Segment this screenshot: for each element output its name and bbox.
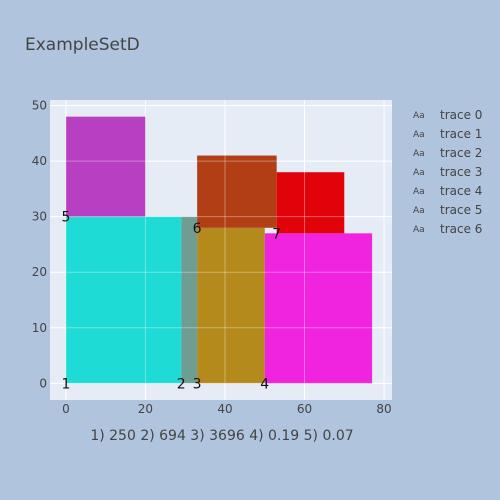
legend-symbol: Aa — [413, 111, 425, 121]
point-label: 1 — [61, 376, 70, 392]
bar-trace-5[interactable] — [197, 155, 277, 228]
x-tick-label: 20 — [138, 402, 153, 416]
legend-symbol: Aa — [413, 225, 425, 235]
legend-item[interactable]: Aa trace 0 — [413, 108, 482, 122]
legend-symbol: Aa — [413, 187, 425, 197]
x-tick-label: 60 — [297, 402, 312, 416]
point-label: 5 — [61, 210, 70, 226]
legend-item[interactable]: Aa trace 6 — [413, 222, 482, 236]
legend-symbol: Aa — [413, 206, 425, 216]
x-tick-label: 0 — [62, 402, 70, 416]
legend-label: trace 0 — [440, 108, 482, 122]
point-labels: 1 2 3 456 7 — [61, 210, 281, 393]
legend-symbol: Aa — [413, 149, 425, 159]
legend-symbol: Aa — [413, 130, 425, 140]
point-label: 2 — [177, 376, 186, 392]
legend-item[interactable]: Aa trace 1 — [413, 127, 482, 141]
legend-symbol: Aa — [413, 168, 425, 178]
legend-label: trace 1 — [440, 127, 482, 141]
grid-overlay — [50, 100, 392, 400]
legend-label: trace 2 — [440, 146, 482, 160]
point-label: 6 — [193, 221, 202, 237]
point-label: 3 — [193, 376, 202, 392]
bars — [50, 100, 392, 400]
legend-item[interactable]: Aa trace 3 — [413, 165, 482, 179]
legend-label: trace 3 — [440, 165, 482, 179]
x-tick-label: 80 — [376, 402, 391, 416]
bar-trace-0[interactable] — [65, 216, 182, 384]
y-tick-label: 0 — [39, 376, 47, 390]
bar-trace-2[interactable] — [197, 227, 265, 384]
legend[interactable]: Aa trace 0 Aa trace 1 Aa trace 2 Aa trace 3 Aa tr… — [413, 108, 482, 236]
y-axis: 0 10 20 30 40 50 — [32, 99, 47, 391]
bar-trace-3[interactable] — [264, 233, 373, 384]
bar-trace-4[interactable] — [65, 116, 146, 217]
bar-trace-1[interactable] — [181, 216, 198, 384]
y-tick-label: 10 — [32, 321, 47, 335]
point-label: 4 — [260, 376, 269, 392]
x-tick-label: 40 — [217, 402, 232, 416]
chart-title: ExampleSetD — [25, 35, 140, 55]
y-tick-label: 40 — [32, 154, 47, 168]
x-axis: 0 20 40 60 80 — [62, 402, 392, 416]
x-axis-annotation: 1) 250 2) 694 3) 3696 4) 0.19 5) 0.07 — [90, 428, 353, 444]
y-tick-label: 30 — [32, 210, 47, 224]
legend-item[interactable]: Aa trace 2 — [413, 146, 482, 160]
legend-label: trace 5 — [440, 203, 482, 217]
legend-item[interactable]: Aa trace 5 — [413, 203, 482, 217]
bar-trace-6[interactable] — [276, 172, 345, 234]
legend-item[interactable]: Aa trace 4 — [413, 184, 482, 198]
point-label: 7 — [272, 226, 281, 242]
legend-label: trace 4 — [440, 184, 482, 198]
y-tick-label: 20 — [32, 265, 47, 279]
y-tick-label: 50 — [32, 99, 47, 113]
legend-label: trace 6 — [440, 222, 482, 236]
